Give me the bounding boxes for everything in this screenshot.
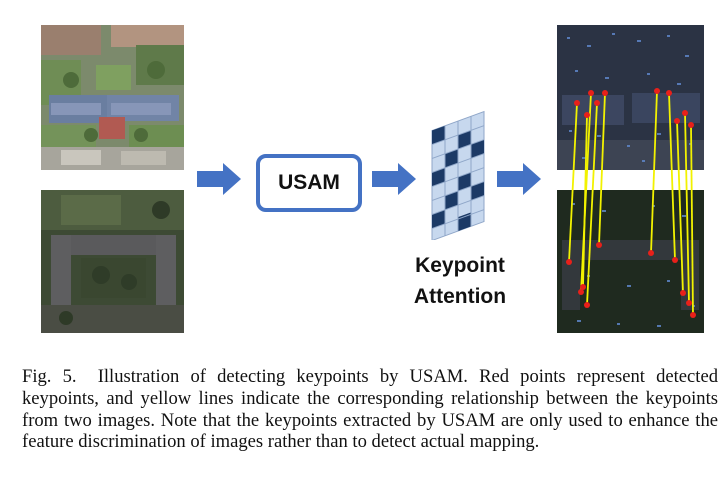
aerial-photo-top — [41, 25, 184, 170]
attention-label-line1: Keypoint — [415, 254, 505, 277]
right-arrow-icon — [197, 163, 241, 195]
figure: USAM — [41, 25, 704, 333]
figure-caption: Fig. 5. Illustration of detecting keypoi… — [22, 366, 718, 453]
right-arrow-icon — [497, 163, 541, 195]
satellite-photo-bottom — [41, 190, 184, 333]
attention-grid-icon — [431, 110, 485, 240]
keypoint-attention-label: Keypoint Attention — [400, 250, 520, 312]
usam-module-box: USAM — [256, 154, 362, 212]
matched-feature-photo — [557, 25, 704, 333]
attention-label-line2: Attention — [413, 285, 507, 308]
caption-text: Illustration of detecting keypoints by U… — [22, 366, 719, 453]
caption-label: Fig. 5. — [22, 366, 77, 387]
right-arrow-icon — [372, 163, 416, 195]
